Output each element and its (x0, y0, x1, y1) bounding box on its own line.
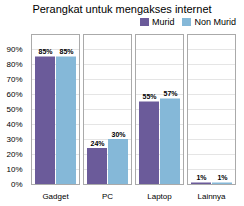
svg-text:60%: 60% (6, 90, 22, 99)
svg-text:85%: 85% (38, 48, 53, 55)
html-text:Perangkat untuk mengakses inte: Perangkat untuk mengakses internet (32, 3, 212, 15)
html-text:Non Murid: Non Murid (194, 17, 236, 27)
html-text:Murid: Murid (152, 17, 175, 27)
svg-text:1%: 1% (217, 174, 228, 181)
svg-text:1%: 1% (196, 174, 207, 181)
svg-text:30%: 30% (6, 135, 22, 144)
svg-text:90%: 90% (6, 45, 22, 54)
svg-text:0%: 0% (11, 180, 23, 189)
svg-text:80%: 80% (6, 60, 22, 69)
svg-text:30%: 30% (111, 131, 126, 138)
svg-text:24%: 24% (90, 140, 105, 147)
svg-text:Lainnya: Lainnya (197, 192, 226, 201)
svg-text:85%: 85% (59, 48, 74, 55)
svg-text:40%: 40% (6, 120, 22, 129)
svg-text:Gadget: Gadget (42, 192, 69, 201)
svg-text:70%: 70% (6, 75, 22, 84)
svg-text:10%: 10% (6, 165, 22, 174)
svg-text:20%: 20% (6, 150, 22, 159)
svg-text:Laptop: Laptop (147, 192, 172, 201)
svg-text:PC: PC (102, 192, 113, 201)
svg-text:57%: 57% (163, 90, 178, 97)
svg-text:50%: 50% (6, 105, 22, 114)
svg-text:55%: 55% (142, 93, 157, 100)
